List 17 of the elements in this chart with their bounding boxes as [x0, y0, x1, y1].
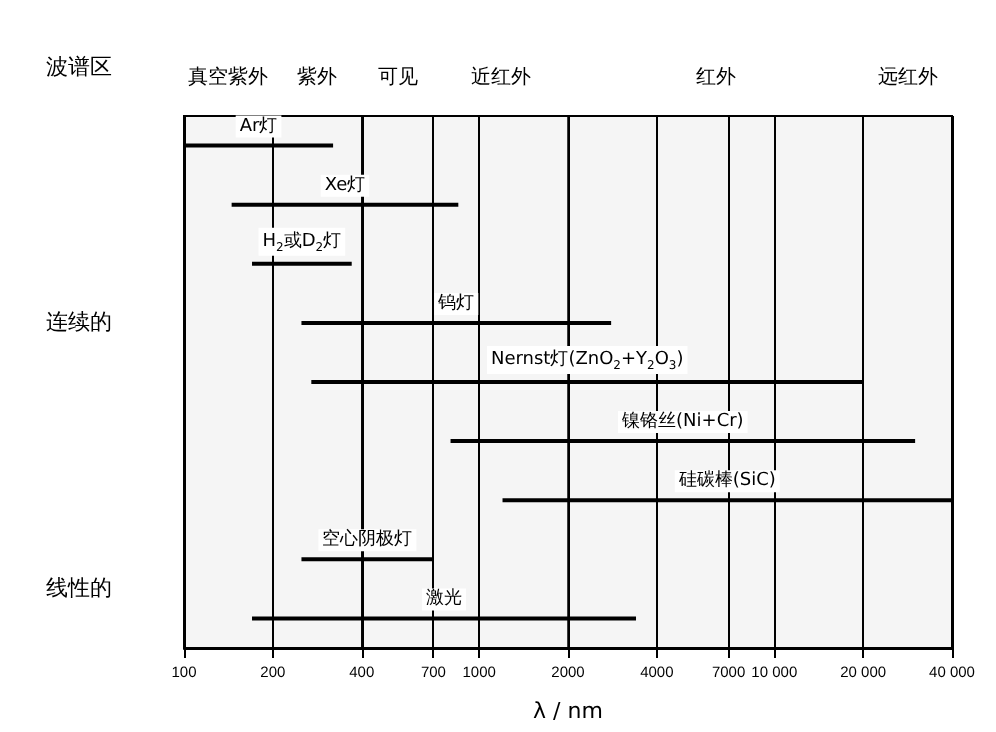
y-tick-label: 硅碳棒(SiC): [676, 469, 776, 492]
band-label: 可见: [377, 66, 418, 89]
text: 连续的: [46, 308, 112, 335]
band-label: 真空紫外: [188, 64, 269, 89]
y-tick-label: 空心阴极灯: [322, 528, 413, 551]
y-tick-label: 激光: [426, 587, 463, 610]
band-label: 红外: [695, 64, 736, 89]
band-label: 近红外: [470, 64, 531, 89]
text: 波谱区: [46, 54, 112, 80]
band-label: 远红外: [877, 64, 938, 89]
y-tick-label: Xe灯: [324, 173, 366, 196]
text: 线性的: [46, 574, 112, 601]
x-axis-title: λ / nm: [533, 698, 603, 724]
y-tick-label: 镍铬丝(Ni+Cr): [620, 410, 744, 433]
y-tick-label: 钨灯: [436, 291, 475, 314]
y-tick-label: Ar灯: [239, 114, 278, 137]
band-label: 紫外: [297, 64, 338, 89]
